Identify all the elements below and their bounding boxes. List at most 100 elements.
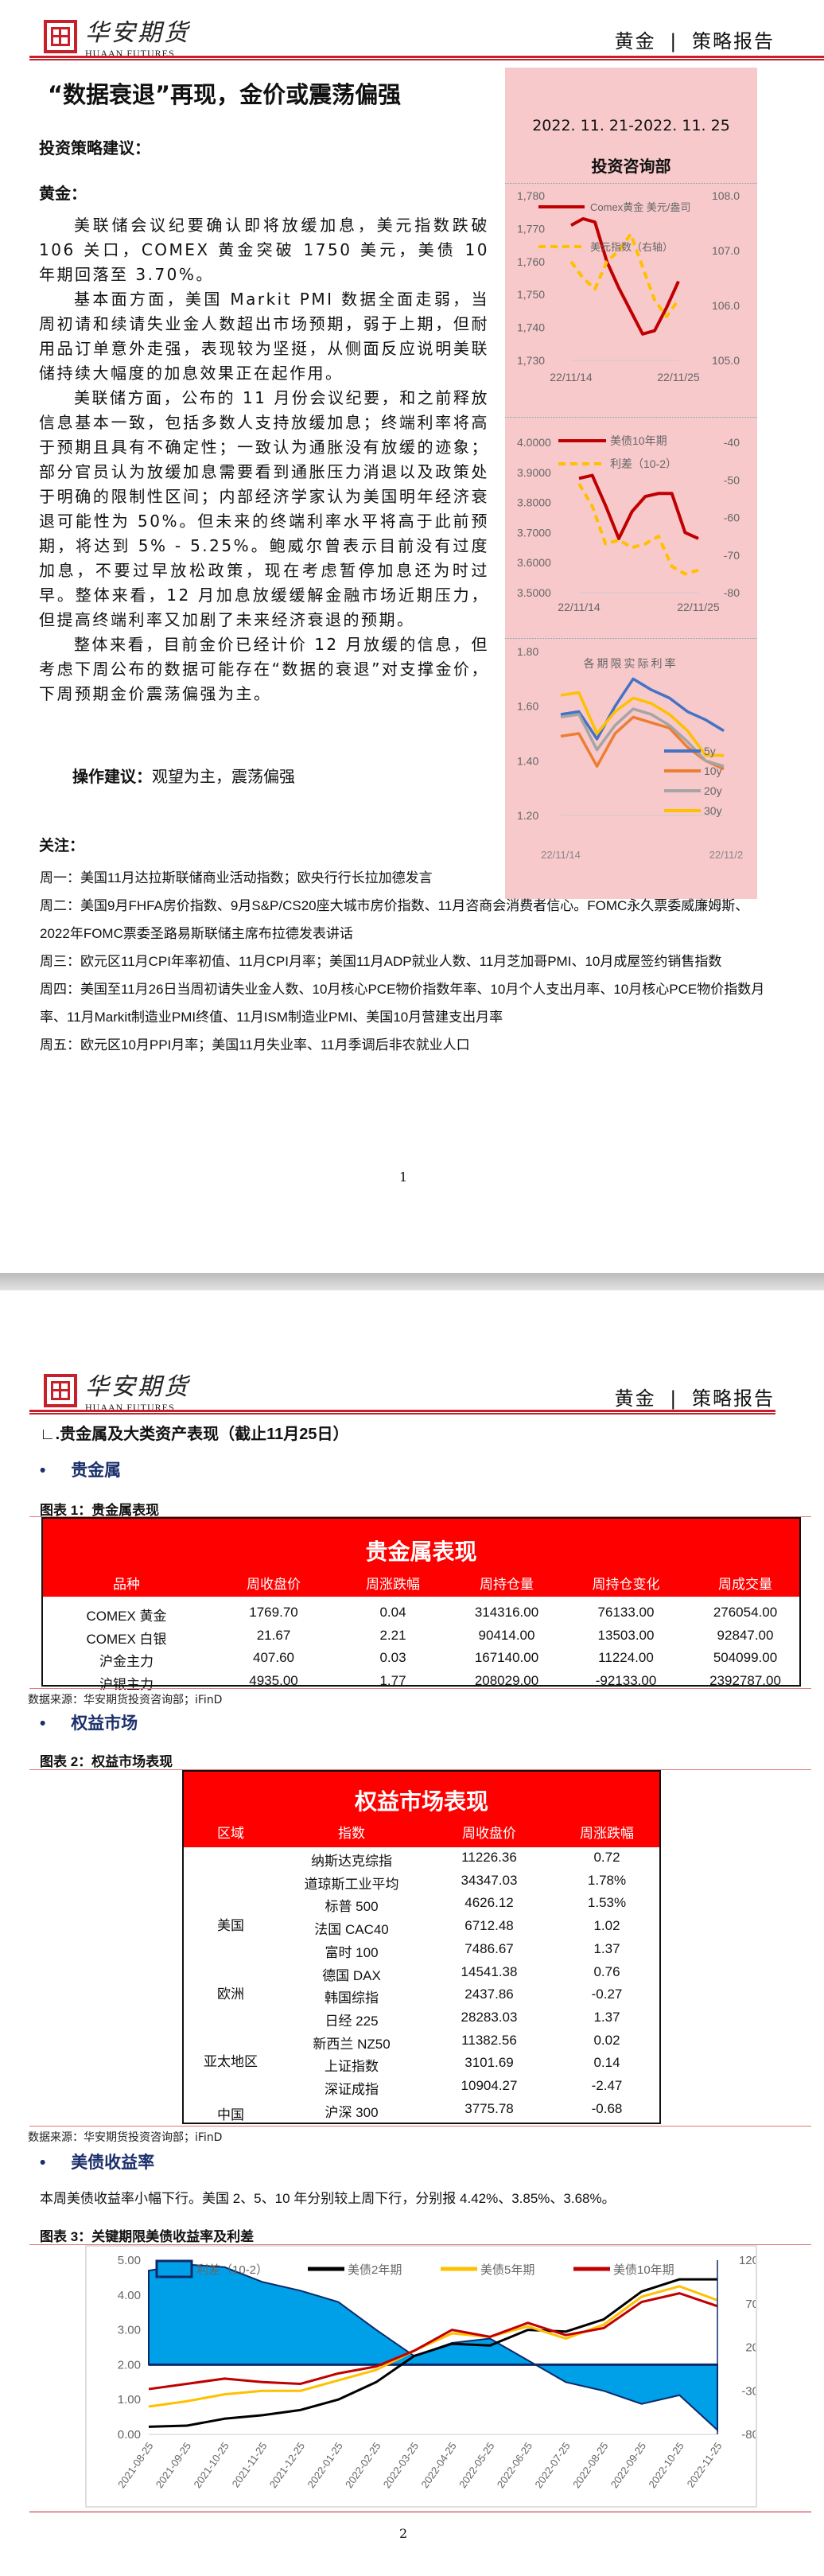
table-cell: 167140.00 [474, 1650, 539, 1665]
table-cell: 德国 DAX [322, 1967, 381, 1983]
report-category: 黄金 | 策略报告 [615, 1383, 775, 1411]
series-line-0 [578, 473, 699, 540]
logo-cn: 华安期货 [85, 1373, 190, 1401]
separator: | [670, 1387, 678, 1410]
column-header: 指数 [338, 1826, 365, 1841]
x-tick-label: 2022-01-25 [305, 2440, 344, 2490]
column-header: 周收盘价 [462, 1826, 516, 1841]
y-tick-label: 4.0000 [517, 436, 551, 449]
y2-tick-label: 120 [739, 2254, 757, 2267]
table-cell: 0.03 [379, 1650, 406, 1665]
x-tick-label: 2022-08-25 [570, 2440, 610, 2490]
y-tick-label: 1,770 [517, 222, 545, 235]
table-cell: 0.02 [593, 2032, 620, 2048]
table-cell: 208029.00 [474, 1672, 539, 1688]
y-tick-label: 4.00 [118, 2289, 141, 2302]
header-logo: 华安期货 HUAAN FUTURES [44, 1367, 190, 1414]
department: 投资咨询部 [591, 157, 671, 176]
column-header: 周涨跌幅 [580, 1826, 634, 1841]
y-tick-label: 0.00 [118, 2428, 141, 2442]
y2-tick-label: 20 [745, 2341, 757, 2355]
bullet-label: 权益市场 [71, 1714, 138, 1733]
y-tick-label: 1,760 [517, 255, 545, 268]
table-cell: 1.37 [593, 2009, 620, 2025]
operation-text: 观望为主，震荡偏强 [152, 767, 295, 786]
caption-rule [29, 1688, 811, 1689]
bullet-label: 美债收益率 [71, 2154, 155, 2172]
table-cell: 3775.78 [464, 2100, 514, 2116]
table-cell: -92133.00 [595, 1672, 657, 1688]
caption-rule [29, 1516, 811, 1517]
legend-label: 美债10年期 [613, 2263, 674, 2277]
table-cell: -2.47 [591, 2078, 623, 2093]
legend-label: 30y [704, 804, 722, 817]
series-line-3 [148, 2292, 718, 2391]
separator: | [670, 30, 678, 53]
series-line-2 [148, 2285, 718, 2408]
x-tick-label: 2021-09-25 [154, 2440, 193, 2490]
y2-tick-label: -50 [724, 473, 740, 486]
table-cell: 504099.00 [713, 1650, 778, 1665]
x-tick-label: 2022-11-25 [685, 2440, 725, 2489]
table-cell: 4626.12 [464, 1895, 514, 1911]
x-tick-label: 2022-10-25 [646, 2440, 686, 2490]
logo-cn: 华安期货 [85, 19, 190, 47]
watch-heading: 关注： [39, 837, 85, 854]
y2-tick-label: -60 [724, 512, 740, 524]
y-tick-label: 2.00 [118, 2358, 141, 2372]
series-line-1 [569, 232, 680, 318]
legend-label: 美债10年期 [610, 434, 667, 447]
x-tick-label: 2022-07-25 [532, 2440, 572, 2490]
region-label: 亚太地区 [204, 2054, 258, 2069]
table-cell: 10904.27 [461, 2078, 518, 2093]
table-cell: 3101.69 [464, 2055, 514, 2071]
table2-caption: 图表 2：权益市场表现 [40, 1754, 173, 1769]
chart-title: 各期限实际利率 [584, 657, 678, 670]
table-cell: 90414.00 [478, 1627, 535, 1643]
y-tick-label: 3.7000 [517, 526, 551, 539]
column-header: 周持仓量 [480, 1577, 534, 1592]
series-line-1 [577, 482, 699, 576]
table-cell: 1.53% [587, 1895, 627, 1911]
page-title: “数据衰退”再现，金价或震荡偏强 [48, 81, 402, 108]
table-cell: 标普 500 [325, 1899, 379, 1915]
table-cell: 14541.38 [461, 1963, 518, 1979]
series-area-0 [148, 2263, 718, 2432]
treasury10y-spread-chart: 4.0000 3.9000 3.8000 3.7000 3.6000 3.5000 -40 -… [517, 434, 740, 613]
divider [505, 638, 757, 639]
table-cell: 韩国综指 [325, 1990, 379, 2006]
watch-item: 周五：欧元区10月PPI月率；美国11月失业率、11月季调后非农就业人口 [40, 1037, 470, 1053]
table-cell: COMEX 白银 [86, 1631, 167, 1647]
table-cell: -0.68 [591, 2100, 623, 2116]
bullet-treasury: • 美债收益率 [40, 2154, 155, 2172]
table-cell: 沪银主力 [99, 1676, 154, 1692]
region-label: 欧洲 [217, 1986, 244, 2002]
x-tick-label: 22/11/14 [558, 601, 601, 613]
treasury-text: 本周美债收益率小幅下行。美国 2、5、10 年分别较上周下行，分别报 4.42%… [40, 2191, 616, 2206]
x-tick-label: 2022-03-25 [381, 2440, 421, 2490]
caption-rule [29, 1769, 811, 1770]
table2-source: 数据来源：华安期货投资咨询部；iFinD [28, 2131, 223, 2144]
table-cell: 407.60 [253, 1650, 294, 1665]
header-divider [29, 1410, 775, 1414]
legend-label: 5y [704, 745, 716, 757]
y-tick-label: 1,740 [517, 321, 545, 334]
category-label: 黄金 [614, 30, 656, 53]
gold-dxy-chart: 1,780 1,770 1,760 1,750 1,740 1,730 108.0 107.0… [517, 189, 740, 383]
y2-tick-label: -40 [724, 436, 740, 449]
table-cell: 1.77 [379, 1672, 406, 1688]
y-tick-label: 1.80 [517, 645, 538, 658]
paragraph: 基本面方面，美国 Markit PMI 数据全面走弱，当周初请和续请失业金人数超… [39, 290, 489, 383]
gold-heading: 黄金： [39, 184, 87, 203]
report-type: 策略报告 [692, 1387, 775, 1410]
table-cell: 314316.00 [474, 1605, 539, 1620]
y-tick-label: 1.40 [517, 754, 538, 767]
paragraph: 美联储会议纪要确认即将放缓加息，美元指数跌破 106 关口，COMEX 黄金突破… [39, 216, 489, 284]
table-cell: 92847.00 [717, 1627, 774, 1643]
y2-tick-label: -30 [741, 2384, 757, 2398]
column-header: 周收盘价 [247, 1577, 301, 1592]
page-separator [0, 1273, 824, 1290]
section-heading: ∟.贵金属及大类资产表现（截止11月25日） [40, 1426, 349, 1443]
column-header: 周成交量 [718, 1577, 772, 1592]
legend-label: 利差（10-2） [610, 457, 677, 470]
